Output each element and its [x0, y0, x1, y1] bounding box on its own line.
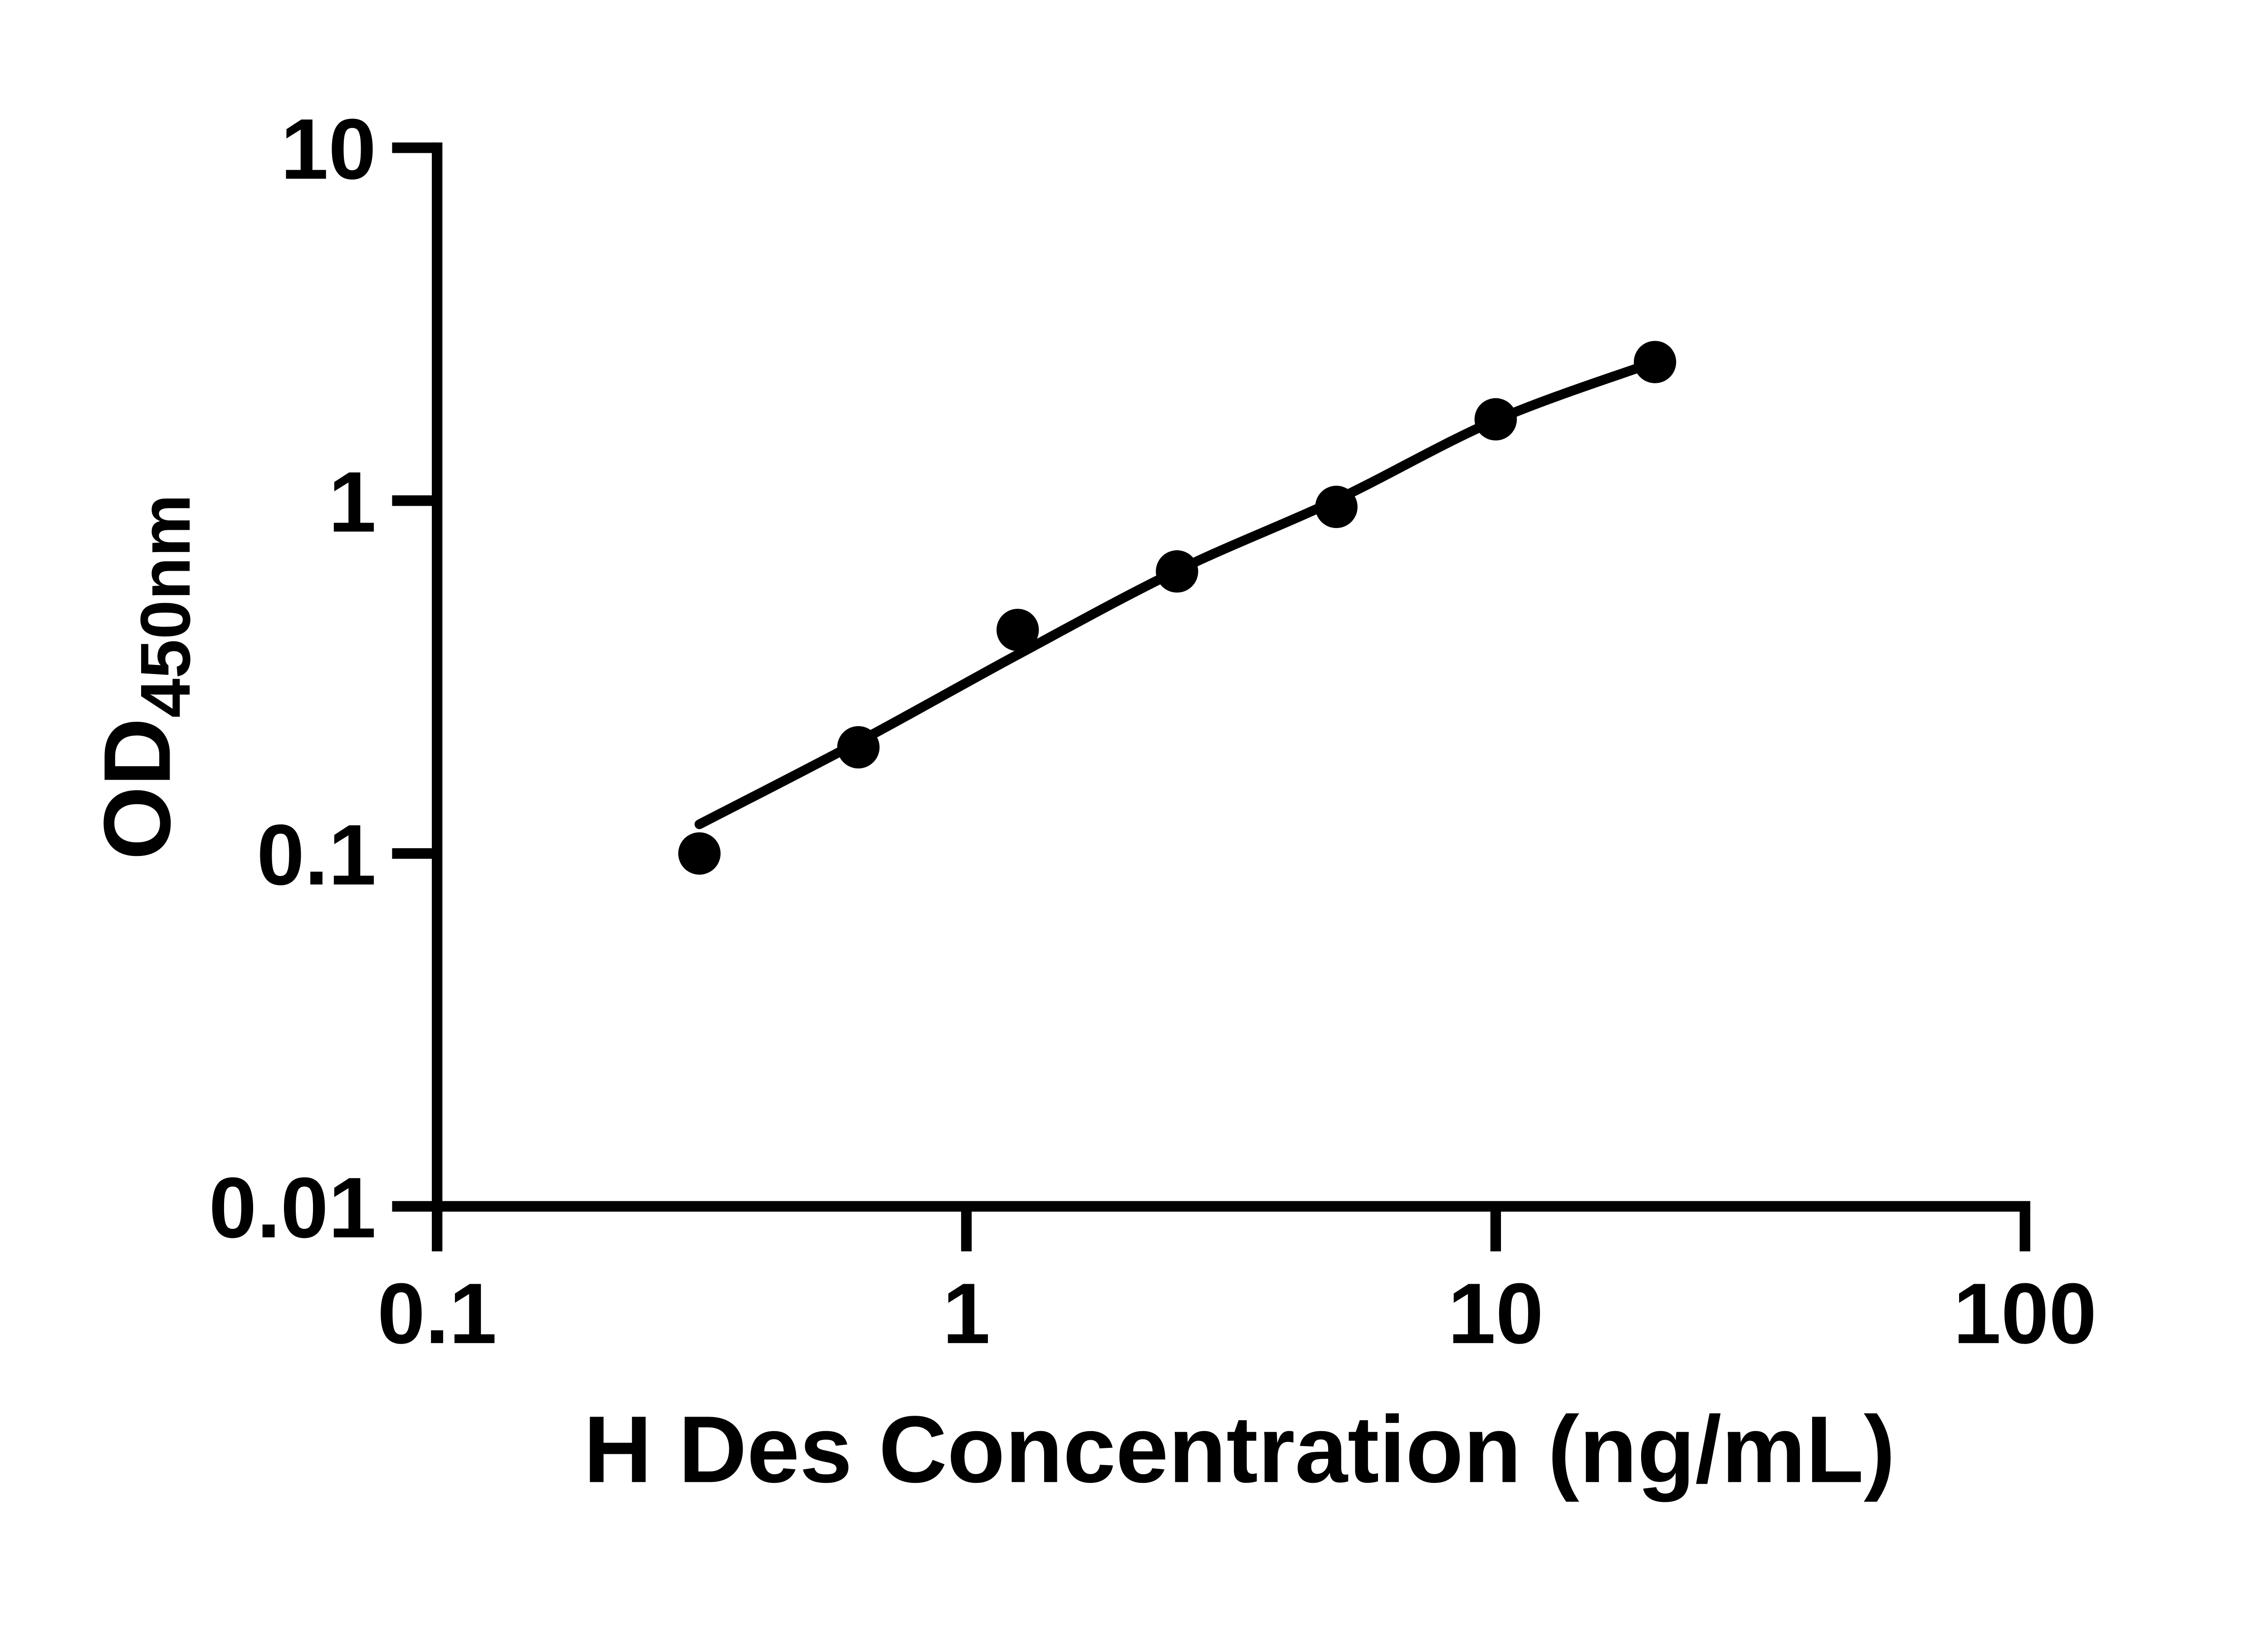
y-axis-title-main: OD [84, 718, 190, 860]
x-tick-label: 10 [1448, 1266, 1544, 1362]
data-point [678, 832, 721, 875]
x-axis-ticks: 0.1 1 10 100 [377, 1206, 2097, 1362]
y-axis-ticks: 10 1 0.1 0.01 [209, 101, 437, 1256]
x-tick-label: 1 [943, 1266, 990, 1362]
data-point [1315, 485, 1358, 528]
x-tick-label: 100 [1953, 1266, 2097, 1362]
data-point [996, 609, 1039, 651]
x-axis-title: H Des Concentration (ng/mL) [583, 1397, 1895, 1502]
data-point [1156, 550, 1198, 593]
y-axis-title-subscript: 450nm [126, 494, 205, 718]
y-axis-title: OD450nm [84, 494, 205, 860]
y-tick-label: 0.01 [209, 1160, 376, 1256]
y-tick-label: 10 [281, 101, 376, 197]
data-points-group [678, 341, 1677, 875]
data-point [1474, 398, 1517, 441]
y-tick-label: 1 [328, 454, 376, 550]
elisa-standard-curve-figure: 10 1 0.1 0.01 0.1 1 10 100 H Des Concentration… [84, 101, 2097, 1503]
data-point [1633, 341, 1677, 383]
x-tick-label: 0.1 [377, 1266, 497, 1362]
axes [431, 142, 2030, 1212]
y-tick-label: 0.1 [257, 807, 376, 903]
data-point [837, 726, 880, 769]
